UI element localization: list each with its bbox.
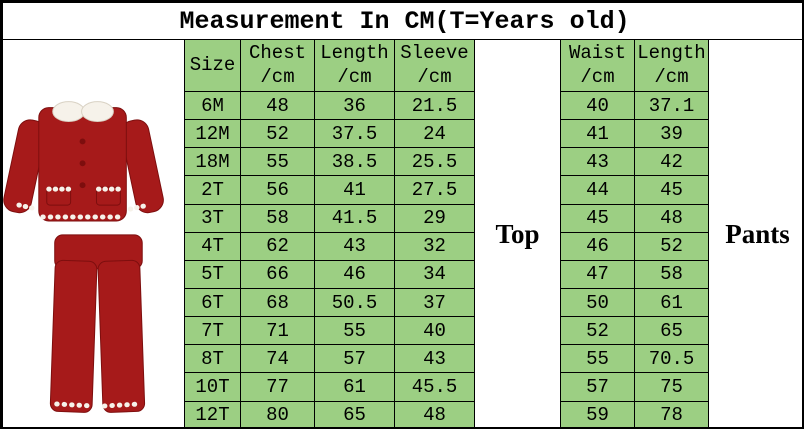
cell-sleeve: 24: [394, 119, 475, 149]
cell-size: 6T: [184, 287, 241, 318]
cell-chest: 71: [240, 316, 315, 346]
cell-waist: 45: [560, 203, 635, 233]
cell-size: 5T: [184, 259, 241, 289]
header-top-length: Length/cm: [314, 39, 395, 92]
table-row: 10T 77 61 45.5 57 75: [3, 372, 803, 402]
table-row: 7T 71 55 40 52 65: [3, 316, 803, 346]
cell-size: 4T: [184, 231, 241, 261]
cell-pant_length: 39: [634, 119, 709, 149]
cell-waist: 43: [560, 147, 635, 177]
chart-title: Measurement In CM(T=Years old): [2, 2, 802, 40]
table-row: 6T 68 50.5 37 50 61: [3, 287, 803, 318]
cell-chest: 68: [240, 287, 315, 318]
table-row: 4T 62 43 32 46 52: [3, 231, 803, 261]
cell-pant_length: 58: [634, 259, 709, 289]
cell-length: 50.5: [314, 287, 395, 318]
cell-pant_length: 65: [634, 316, 709, 346]
cell-pant_length: 42: [634, 147, 709, 177]
cell-sleeve: 25.5: [394, 147, 475, 177]
cell-waist: 52: [560, 316, 635, 346]
cell-length: 41: [314, 175, 395, 205]
pants-group-label: Pants: [707, 39, 802, 427]
cell-sleeve: 43: [394, 344, 475, 374]
cell-chest: 80: [240, 400, 315, 427]
cell-waist: 57: [560, 372, 635, 402]
cell-sleeve: 27.5: [394, 175, 475, 205]
header-row: Size Chest/cm Length/cm Sleeve/cm Top Wa…: [2, 39, 802, 427]
cell-length: 37.5: [314, 119, 395, 149]
cell-length: 46: [314, 259, 395, 289]
cell-waist: 47: [560, 259, 635, 289]
top-group-label: Top: [474, 39, 561, 427]
cell-pant_length: 37.1: [634, 90, 709, 121]
cell-waist: 50: [560, 287, 635, 318]
cell-length: 57: [314, 344, 395, 374]
cell-waist: 41: [560, 119, 635, 149]
table-row: 18M 55 38.5 25.5 43 42: [3, 147, 803, 177]
cell-pant_length: 48: [634, 203, 709, 233]
product-image-cell: [2, 39, 185, 427]
cell-size: 12T: [184, 400, 241, 427]
title-row: Measurement In CM(T=Years old): [2, 2, 802, 40]
cell-pant_length: 70.5: [634, 344, 709, 374]
cell-size: 2T: [184, 175, 241, 205]
pajama-top-graphic: [3, 101, 164, 222]
header-sleeve: Sleeve/cm: [394, 39, 475, 92]
cell-pant_length: 52: [634, 231, 709, 261]
cell-sleeve: 48: [394, 400, 475, 427]
cell-chest: 66: [240, 259, 315, 289]
header-pant-length: Length/cm: [634, 39, 709, 92]
cell-waist: 44: [560, 175, 635, 205]
cell-length: 61: [314, 372, 395, 402]
cell-size: 6M: [184, 90, 241, 121]
cell-pant_length: 61: [634, 287, 709, 318]
table-row: 5T 66 46 34 47 58: [3, 259, 803, 289]
cell-sleeve: 34: [394, 259, 475, 289]
cell-sleeve: 37: [394, 287, 475, 318]
cell-waist: 55: [560, 344, 635, 374]
cell-size: 18M: [184, 147, 241, 177]
header-waist: Waist/cm: [560, 39, 635, 92]
cell-size: 10T: [184, 372, 241, 402]
cell-length: 43: [314, 231, 395, 261]
cell-chest: 77: [240, 372, 315, 402]
cell-pant_length: 78: [634, 400, 709, 427]
cell-sleeve: 21.5: [394, 90, 475, 121]
cell-length: 55: [314, 316, 395, 346]
cell-pant_length: 45: [634, 175, 709, 205]
cell-chest: 58: [240, 203, 315, 233]
cell-size: 7T: [184, 316, 241, 346]
cell-waist: 46: [560, 231, 635, 261]
cell-waist: 59: [560, 400, 635, 427]
cell-chest: 74: [240, 344, 315, 374]
cell-sleeve: 45.5: [394, 372, 475, 402]
table-row: 2T 56 41 27.5 44 45: [3, 175, 803, 205]
cell-size: 3T: [184, 203, 241, 233]
header-chest: Chest/cm: [240, 39, 315, 92]
pajama-pants-graphic: [49, 234, 146, 413]
cell-sleeve: 29: [394, 203, 475, 233]
cell-waist: 40: [560, 90, 635, 121]
cell-length: 41.5: [314, 203, 395, 233]
cell-chest: 52: [240, 119, 315, 149]
cell-sleeve: 40: [394, 316, 475, 346]
header-size: Size: [184, 39, 241, 92]
cell-size: 12M: [184, 119, 241, 149]
cell-chest: 48: [240, 90, 315, 121]
cell-pant_length: 75: [634, 372, 709, 402]
table-row: 3T 58 41.5 29 45 48: [3, 203, 803, 233]
cell-chest: 56: [240, 175, 315, 205]
cell-length: 38.5: [314, 147, 395, 177]
cell-chest: 62: [240, 231, 315, 261]
cell-sleeve: 32: [394, 231, 475, 261]
cell-length: 65: [314, 400, 395, 427]
cell-chest: 55: [240, 147, 315, 177]
cell-length: 36: [314, 90, 395, 121]
cell-size: 8T: [184, 344, 241, 374]
table-row: 12T 80 65 48 59 78: [3, 400, 803, 427]
red-pajama-set-photo: [3, 101, 164, 413]
